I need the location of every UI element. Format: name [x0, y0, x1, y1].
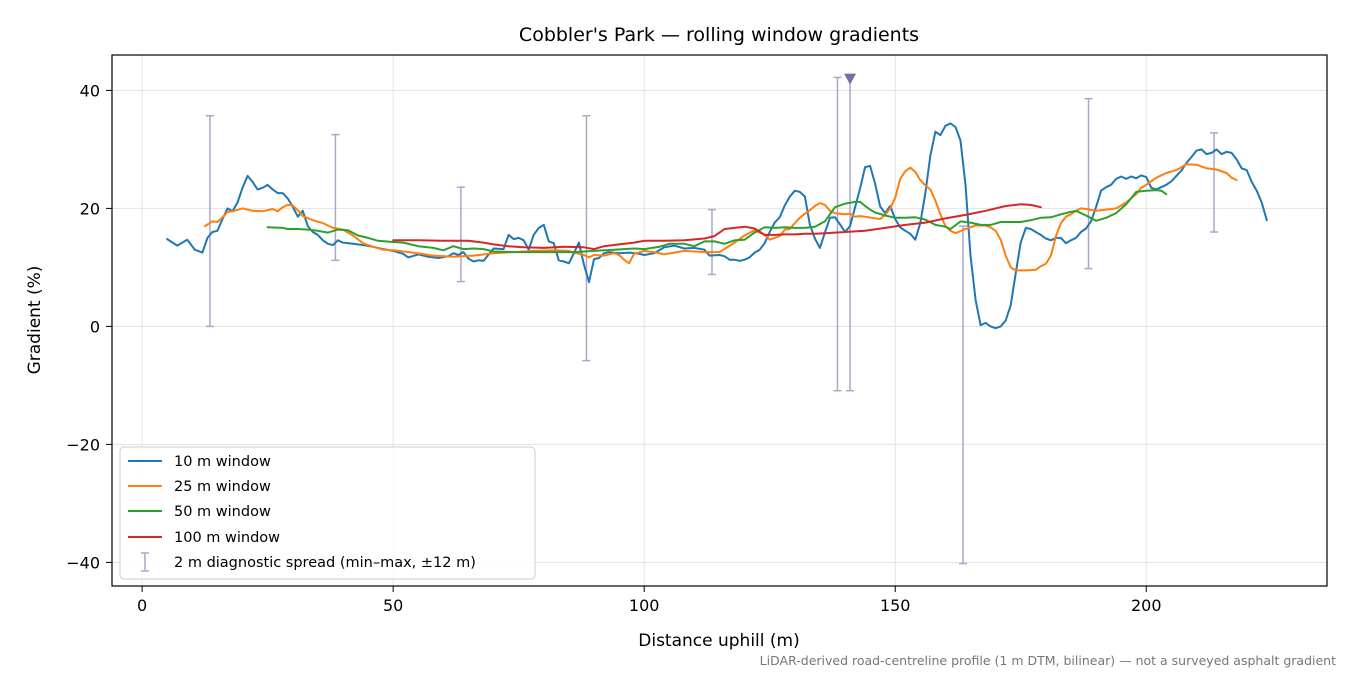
- x-tick-label: 200: [1131, 596, 1162, 615]
- y-tick-label: 20: [80, 199, 100, 218]
- marker-layer: [844, 73, 857, 85]
- y-axis-label: Gradient (%): [25, 266, 45, 375]
- spread-bars: [205, 76, 1219, 565]
- y-tick-label: −20: [66, 435, 100, 454]
- axis-ticks: 0 50 100 150 200 −40 −20 0 20 40: [66, 81, 1161, 615]
- y-tick-label: 40: [80, 81, 100, 100]
- spread-bar: [456, 186, 465, 283]
- spread-bar: [1084, 97, 1093, 270]
- legend-label-50m: 50 m window: [174, 504, 271, 520]
- legend: 10 m window 25 m window 50 m window 100 …: [119, 446, 536, 580]
- spread-bar: [846, 76, 855, 392]
- chart-title: Cobbler's Park — rolling window gradient…: [519, 24, 919, 46]
- spread-bar: [205, 115, 214, 328]
- spread-bar: [582, 115, 591, 362]
- x-tick-label: 150: [880, 596, 911, 615]
- marker-triangle: [844, 73, 857, 85]
- spread-bar: [959, 225, 968, 565]
- x-axis-label: Distance uphill (m): [638, 631, 799, 651]
- series-10m-window: [166, 122, 1268, 330]
- x-tick-label: 100: [629, 596, 660, 615]
- legend-box: [119, 446, 536, 580]
- legend-label-spread: 2 m diagnostic spread (min–max, ±12 m): [174, 555, 476, 571]
- plot-frame: [111, 54, 1328, 587]
- footnote: LiDAR-derived road-centreline profile (1…: [760, 653, 1336, 668]
- legend-label-10m: 10 m window: [174, 454, 271, 470]
- spread-bar: [331, 133, 340, 262]
- x-tick-label: 50: [383, 596, 403, 615]
- series-50m-window: [266, 189, 1168, 254]
- series-25m-window: [203, 163, 1238, 272]
- spread-bar: [833, 76, 842, 392]
- legend-swatch-spread: [141, 552, 149, 572]
- x-tick-label: 0: [137, 596, 147, 615]
- series-lines: [166, 122, 1268, 330]
- legend-label-100m: 100 m window: [174, 530, 280, 546]
- y-tick-label: −40: [66, 553, 100, 572]
- series-100m-window: [392, 203, 1042, 251]
- legend-label-25m: 25 m window: [174, 479, 271, 495]
- spread-bar: [1210, 132, 1219, 233]
- y-tick-label: 0: [90, 317, 100, 336]
